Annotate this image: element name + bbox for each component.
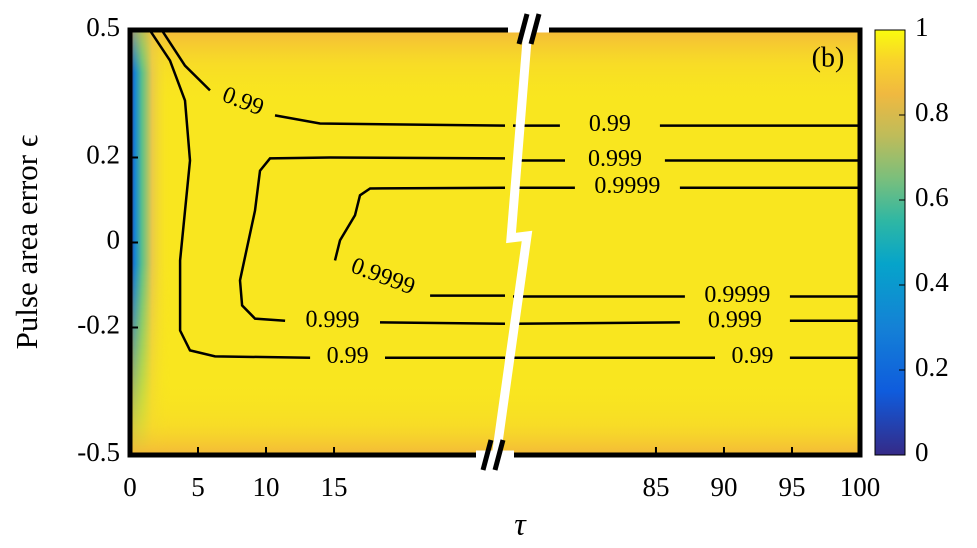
- contour-line: [333, 186, 506, 297]
- colorbar-tick-label: 0.2: [915, 352, 949, 382]
- colorbar-tick-label: 0.4: [915, 267, 949, 297]
- x-tick-label: 15: [321, 472, 348, 502]
- x-axis-label: τ: [514, 505, 527, 541]
- y-tick-label: -0.2: [77, 310, 120, 340]
- contour-label: 0.99: [327, 343, 369, 369]
- break-mark: [516, 13, 530, 45]
- break-mark: [528, 13, 542, 45]
- contour-label: 0.999: [305, 307, 359, 334]
- y-tick-label: 0: [107, 225, 121, 255]
- break-mark: [480, 439, 494, 471]
- axis-break: [491, 27, 533, 458]
- x-tick-label: 10: [253, 472, 280, 502]
- break-marks: [480, 13, 542, 471]
- colorbar: [874, 29, 906, 456]
- contour-line: [512, 319, 860, 325]
- break-mark: [492, 439, 506, 471]
- colorbar-tick-label: 1: [915, 12, 929, 42]
- contour-line: [238, 156, 506, 325]
- heatmap-edge-shade: [130, 30, 860, 455]
- y-tick-label: 0.5: [86, 12, 120, 42]
- x-tick-label: 95: [778, 472, 805, 502]
- contour-label: 0.999: [708, 307, 762, 334]
- panel-label: (b): [812, 42, 845, 73]
- contour-label: 0.9999: [594, 173, 660, 199]
- y-tick-label: 0.2: [86, 140, 120, 170]
- x-tick-label: 90: [710, 472, 737, 502]
- x-tick-label: 0: [123, 472, 137, 502]
- x-tick-label: 85: [642, 472, 669, 502]
- contour-label: 0.999: [588, 146, 642, 172]
- colorbar-tick-label: 0: [915, 437, 929, 467]
- colorbar-tick-label: 0.8: [915, 97, 949, 127]
- heatmap: [130, 30, 860, 455]
- y-tick-label: -0.5: [77, 437, 120, 467]
- y-axis-label: Pulse area error ϵ: [9, 135, 44, 350]
- x-tick-label: 100: [840, 472, 881, 502]
- contour-line: [148, 29, 505, 359]
- contour-label: 0.99: [589, 111, 631, 137]
- contour-label: 0.99: [732, 343, 774, 369]
- colorbar-tick-label: 0.6: [915, 182, 949, 212]
- x-tick-label: 5: [191, 472, 205, 502]
- contour-label: 0.9999: [704, 282, 770, 308]
- contour-line: [160, 29, 506, 127]
